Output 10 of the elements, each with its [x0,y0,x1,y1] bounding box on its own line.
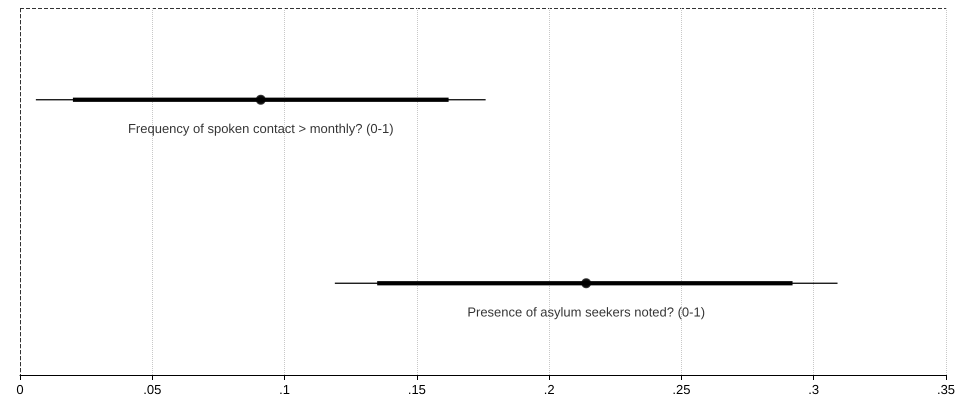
x-tick-label: .15 [408,382,426,397]
x-tick-label: 0 [16,382,24,397]
x-tick-label: .35 [936,382,956,397]
x-tick-label: .2 [544,382,555,397]
x-tick-label: .25 [672,382,690,397]
x-tick-label: .3 [808,382,820,397]
x-tick-label: .1 [279,382,290,397]
y-tick-label: Presence of asylum seekers noted? (0-1) [467,304,706,320]
x-tick-label: .05 [143,382,162,397]
y-tick-label: Frequency of spoken contact > monthly? (0-1) [128,120,394,136]
